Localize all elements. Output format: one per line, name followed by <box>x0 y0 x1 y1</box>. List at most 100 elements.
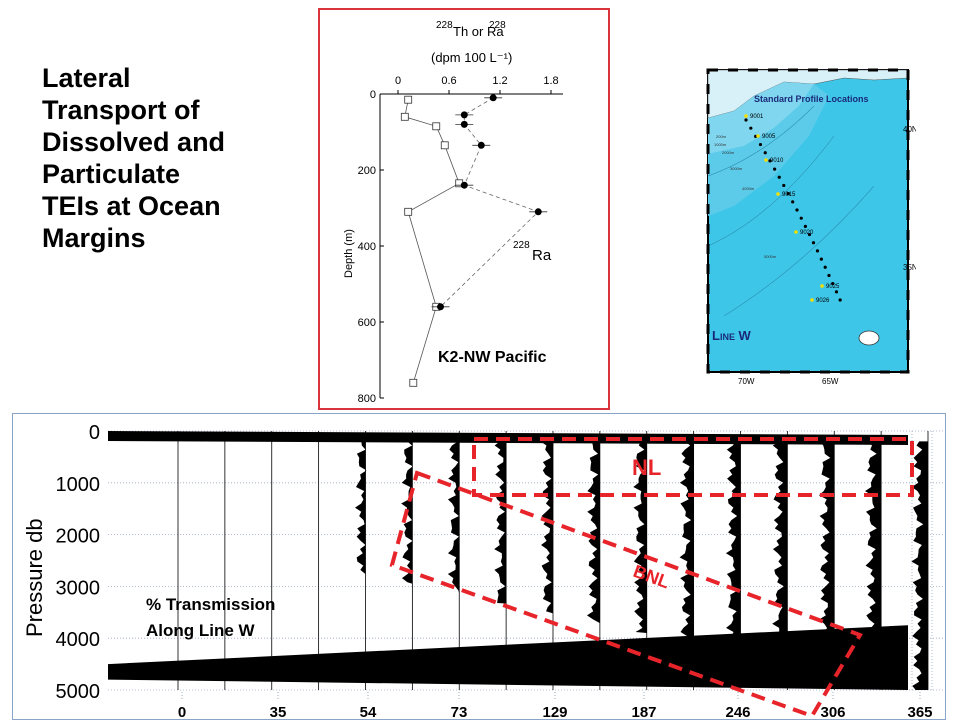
station-marker <box>810 298 814 302</box>
section-y-tick-label: 2000 <box>56 526 101 548</box>
station-label: 9025 <box>826 284 840 290</box>
profile-x-tick-label: 1.2 <box>492 75 507 87</box>
ra-point <box>534 208 542 216</box>
profile-x-tick-label: 0.6 <box>441 75 456 87</box>
station-dot <box>791 200 795 204</box>
map-title: Standard Profile Locations <box>754 94 869 104</box>
profile-y-tick-label: 400 <box>358 241 376 253</box>
bottom-nepheloid-layer <box>108 625 908 690</box>
section-y-ticks: 0 1000 2000 3000 4000 5000 <box>56 422 101 703</box>
station-dot <box>811 241 816 245</box>
section-x-tick-label: 187 <box>631 704 656 720</box>
th-point <box>404 207 413 216</box>
station-dot <box>807 232 812 237</box>
section-y-tick-label: 3000 <box>56 577 101 599</box>
station-dot <box>834 290 839 294</box>
profile-x-tick-label: 1.8 <box>543 75 558 87</box>
station-dot <box>763 151 767 155</box>
station-dot <box>786 192 790 196</box>
lon-label: 65W <box>822 377 839 386</box>
station-label: 9010 <box>770 158 784 164</box>
profile-title-iso-b: 228 <box>489 20 506 31</box>
profile-title-line1: Th or Ra <box>453 24 504 39</box>
station-marker <box>794 230 798 234</box>
title-line: Transport of <box>42 95 200 125</box>
profile-border <box>318 8 610 410</box>
depth-label: 3000m <box>730 166 743 171</box>
station-dot <box>768 159 772 163</box>
section-ylabel: Pressure db <box>22 518 47 637</box>
title-line: Dissolved and <box>42 127 226 157</box>
station-label: 9015 <box>782 192 796 198</box>
section-x-tick-label: 365 <box>907 704 932 720</box>
ra-point <box>460 181 468 189</box>
line-w-map: Standard Profile Locations 200m 1000m 20… <box>704 66 916 386</box>
profile-chart: 228 228 Th or Ra (dpm 100 L⁻¹) 0 0.6 1.2 1.… <box>318 8 610 410</box>
legend-line2: Along Line W <box>146 621 256 640</box>
map-stations: 9001 9005 9010 9015 9020 9025 9026 <box>744 114 842 304</box>
legend-line1: % Transmission <box>146 595 275 614</box>
profile-title-line2: (dpm 100 L⁻¹) <box>431 50 512 65</box>
transmission-trace <box>818 441 835 673</box>
transmission-trace <box>865 441 882 683</box>
station-marker <box>764 158 768 162</box>
profile-y-tick-label: 600 <box>358 317 376 329</box>
station-dot <box>831 282 835 286</box>
station-marker <box>776 192 780 196</box>
ra-point <box>489 94 497 102</box>
lon-label: 70W <box>738 377 755 386</box>
station-dot <box>827 273 831 278</box>
station-dot <box>803 224 808 228</box>
profile-title-iso-a: 228 <box>436 20 453 31</box>
section-x-tick-label: 54 <box>360 704 377 720</box>
profile-ylabel: Depth (m) <box>343 229 355 278</box>
profile-x-ticks: 0 0.6 1.2 1.8 <box>395 75 559 94</box>
station-marker <box>756 134 760 138</box>
th-point <box>432 122 441 131</box>
title-line: TEIs at Ocean <box>42 191 221 221</box>
station-marker <box>744 114 748 118</box>
station-dot <box>838 298 842 302</box>
transmission-trace <box>447 441 460 594</box>
profile-y-tick-label: 0 <box>370 89 376 101</box>
station-label: 9020 <box>800 230 814 236</box>
section-x-tick-label: 129 <box>542 704 567 720</box>
profile-caption: K2-NW Pacific <box>438 349 547 366</box>
station-dot <box>777 175 781 179</box>
transmission-section: 0 1000 2000 3000 4000 5000 0 35 54 73 129 187 246 30… <box>12 413 946 720</box>
line-w-label: Line W <box>712 328 752 343</box>
section-y-tick-label: 5000 <box>56 681 101 703</box>
section-y-tick-label: 0 <box>89 422 100 444</box>
map-frame <box>706 68 910 374</box>
depth-label: 2000m <box>722 150 735 155</box>
ra-point <box>460 111 468 119</box>
ra-series <box>431 94 548 311</box>
transmission-trace <box>540 441 553 614</box>
station-dot <box>782 183 786 188</box>
th-point <box>400 112 409 121</box>
title-line: Particulate <box>42 159 181 189</box>
section-y-tick-label: 4000 <box>56 629 101 651</box>
transmission-trace <box>911 441 928 690</box>
section-x-tick-label: 35 <box>270 704 287 720</box>
station-dot <box>795 208 799 212</box>
nl-box <box>472 437 914 497</box>
station-dot <box>749 126 753 130</box>
transmission-trace <box>401 441 413 584</box>
section-x-tick-label: 73 <box>451 704 468 720</box>
transmission-trace <box>494 441 507 604</box>
slide-title: Lateral Transport of Dissolved and Parti… <box>42 62 272 254</box>
station-dot <box>758 142 763 147</box>
profile-x-tick-label: 0 <box>395 75 401 87</box>
transmission-trace <box>679 441 694 643</box>
nl-label: NL <box>632 455 661 480</box>
th-point <box>440 141 449 150</box>
station-dot <box>815 249 820 253</box>
section-x-tick-label: 246 <box>725 704 750 720</box>
station-dot <box>823 265 827 269</box>
bermuda-island <box>858 330 880 346</box>
profile-y-tick-label: 800 <box>358 393 376 405</box>
depth-label: 4000m <box>742 186 755 191</box>
station-label: 9026 <box>816 298 830 304</box>
lat-label: 35N <box>903 263 916 272</box>
